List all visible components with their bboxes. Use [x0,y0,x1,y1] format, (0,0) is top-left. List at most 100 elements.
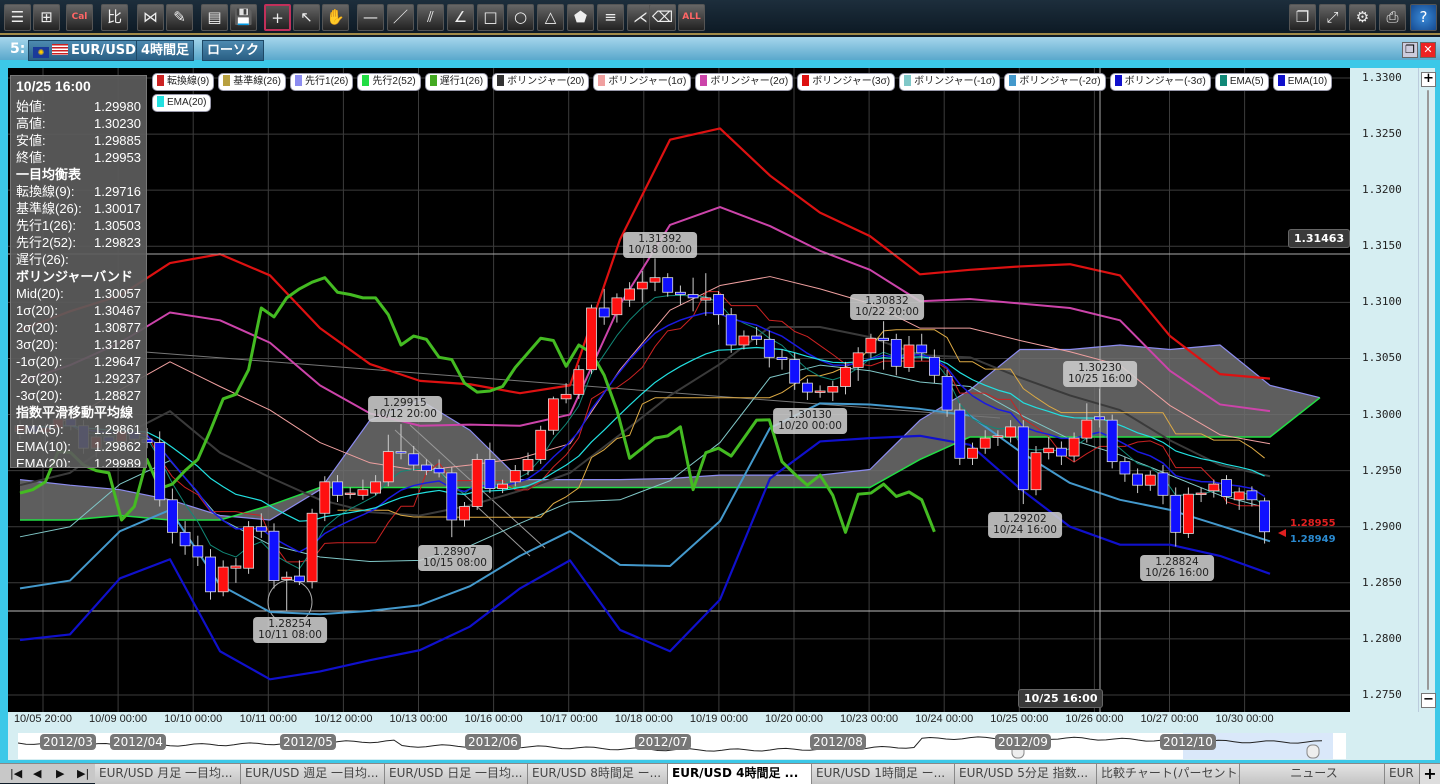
candle[interactable] [166,488,178,544]
candle[interactable] [1106,414,1118,469]
close-window-button[interactable]: ✕ [1420,42,1436,58]
pencil-button[interactable]: ✎ [166,4,193,31]
legend-item[interactable]: ボリンジャー(1σ) [593,73,692,91]
candle[interactable] [357,479,369,500]
fullscreen-button[interactable]: ⤢ [1319,4,1346,31]
chart-tab[interactable]: 比較チャート(パーセント... [1097,764,1240,784]
candle[interactable] [154,431,166,507]
chart-type-selector[interactable]: ローソク [202,40,265,61]
candle[interactable] [738,330,750,350]
candle[interactable] [1221,475,1232,505]
parallel-lines-button[interactable]: ⫽ [417,4,444,31]
candle[interactable] [1233,487,1245,510]
candle[interactable] [471,453,483,510]
candle[interactable] [840,361,851,395]
price-annotation[interactable]: 1.28907 10/15 08:00 [418,545,492,571]
add-chart-button[interactable]: ⊞ [33,4,60,31]
candle[interactable] [1081,403,1093,443]
legend-item[interactable]: 転換線(9) [152,73,215,91]
rectangle-button[interactable]: □ [477,4,504,31]
candle[interactable] [332,475,343,503]
navigator-track[interactable]: 2012/03 2012/04 2012/05 2012/06 2012/07 2012/… [18,733,1346,759]
candle[interactable] [941,369,953,417]
candle[interactable] [408,445,420,471]
crosshair-button[interactable]: + [264,4,291,31]
candle[interactable] [649,258,661,292]
candle[interactable] [1259,497,1270,544]
candle[interactable] [814,385,826,398]
candle[interactable] [509,465,521,487]
candle[interactable] [598,288,610,325]
candle[interactable] [776,349,788,370]
erase-all-button[interactable]: ALL [678,4,705,31]
gear-button[interactable]: ⚙ [1349,4,1376,31]
period-navigator[interactable]: 2012/03 2012/04 2012/05 2012/06 2012/07 2012/… [8,730,1435,760]
candle[interactable] [878,321,889,370]
candle[interactable] [852,347,864,381]
legend-item[interactable]: ボリンジャー(-2σ) [1004,73,1106,91]
candle[interactable] [662,273,674,297]
candle[interactable] [903,336,915,372]
first-tab-icon[interactable]: |◀ [10,767,23,780]
candle[interactable] [497,479,509,494]
candle[interactable] [1246,486,1258,507]
candle[interactable] [230,558,242,583]
candle[interactable] [573,365,585,399]
candle[interactable] [979,430,991,454]
candle[interactable] [433,459,445,478]
zoom-slider-track[interactable] [1427,90,1429,690]
candle[interactable] [1208,479,1220,498]
candle[interactable] [1170,487,1182,547]
candle[interactable] [535,425,547,464]
candle[interactable] [205,549,216,600]
candle[interactable] [522,452,534,476]
candle[interactable] [459,502,470,527]
candle[interactable] [827,380,839,402]
horizontal-line-button[interactable]: — [357,4,384,31]
save-button[interactable]: 💾 [230,4,257,31]
add-tab-button[interactable]: + [1420,764,1440,784]
candle[interactable] [281,571,293,611]
timeframe-selector[interactable]: 4時間足 [136,40,195,61]
price-annotation[interactable]: 1.30130 10/20 00:00 [773,408,847,434]
symbol-selector[interactable]: ✺ EUR/USD [28,40,141,61]
legend-item[interactable]: ボリンジャー(20) [492,73,590,91]
window-settings-button[interactable]: ▤ [201,4,228,31]
candle[interactable] [725,307,737,353]
candle[interactable] [1157,465,1169,505]
list-button[interactable]: ☰ [4,4,31,31]
candle[interactable] [1030,445,1042,496]
hand-button[interactable]: ✋ [322,4,349,31]
candle[interactable] [217,560,229,597]
chart-tab[interactable]: EUR/USD 5分足 指数... [955,764,1097,784]
price-annotation[interactable]: 1.28824 10/26 16:00 [1140,555,1214,581]
candle[interactable] [192,535,204,566]
zoom-out-button[interactable]: − [1421,693,1436,708]
candle[interactable] [344,487,356,499]
next-tab-icon[interactable]: ▶ [56,767,65,780]
price-axis[interactable]: 1.3300 1.3250 1.3200 1.3150 1.3100 1.3050 1.30… [1350,68,1418,712]
candle[interactable] [255,513,267,538]
compare-button[interactable]: 比 [101,4,128,31]
candle[interactable] [1195,487,1207,503]
navigator-handle[interactable] [1306,744,1320,759]
candle[interactable] [319,476,331,522]
candle[interactable] [1144,470,1156,491]
legend-item[interactable]: EMA(20) [152,94,212,112]
candle[interactable] [548,396,559,435]
candle[interactable] [890,333,902,376]
candle[interactable] [179,521,191,555]
candle[interactable] [802,378,813,400]
legend-item[interactable]: 先行1(26) [290,73,354,91]
candle[interactable] [675,285,686,305]
candle[interactable] [420,459,432,476]
candle[interactable] [992,430,1004,446]
candle[interactable] [1068,432,1080,462]
candle[interactable] [624,282,635,307]
candle[interactable] [789,352,801,390]
candle[interactable] [751,327,762,345]
legend-item[interactable]: 基準線(26) [218,73,287,91]
price-annotation[interactable]: 1.30832 10/22 20:00 [850,294,924,320]
candle[interactable] [1183,487,1194,538]
zoom-in-button[interactable]: + [1421,72,1436,87]
